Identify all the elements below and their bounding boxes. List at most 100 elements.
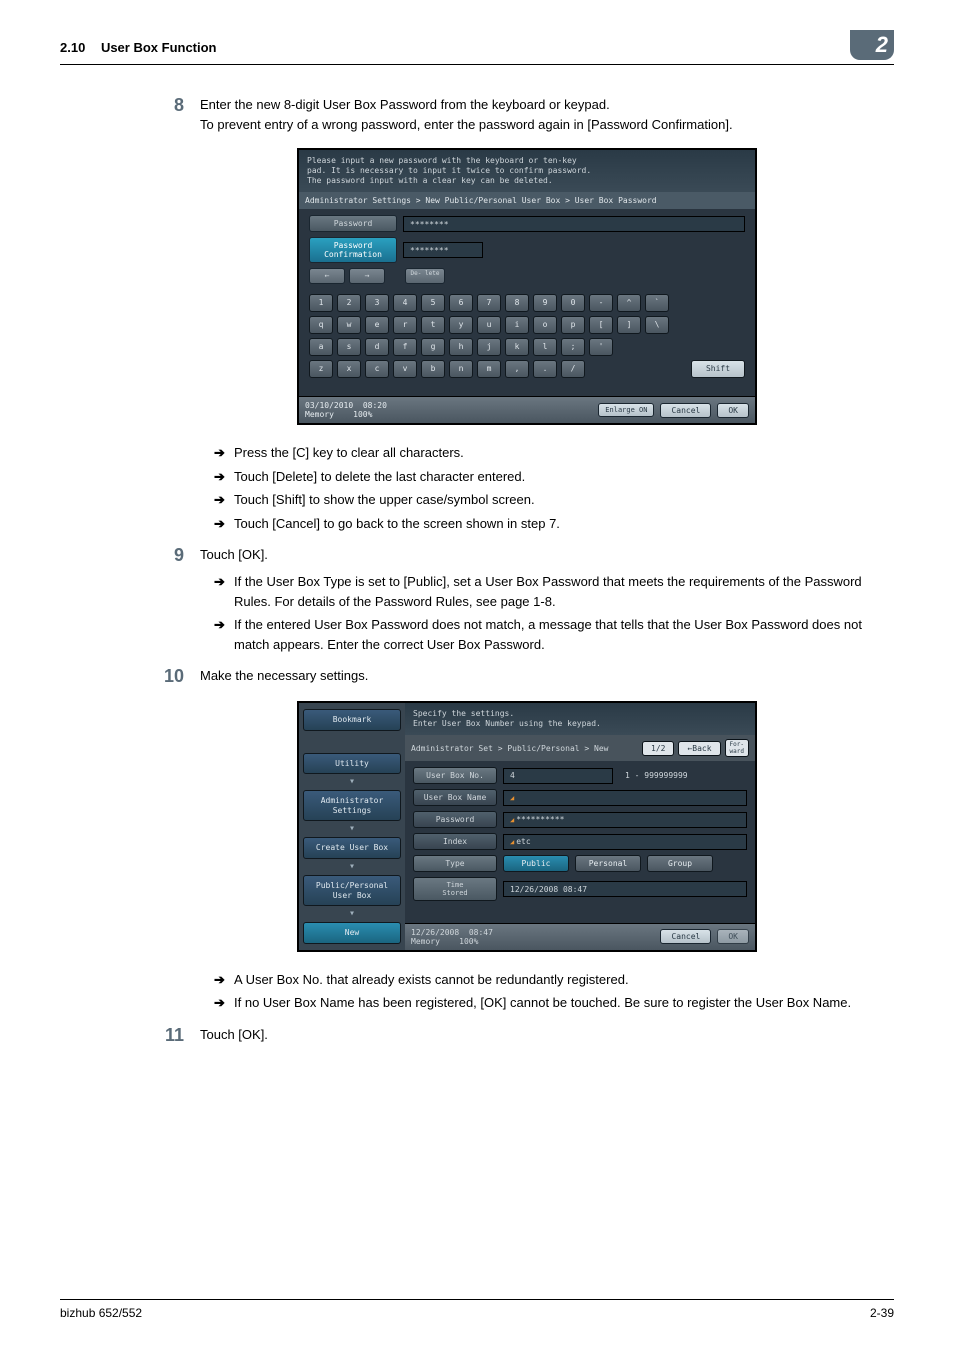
keyboard-key[interactable]: - (589, 294, 613, 312)
sidebar-utility[interactable]: Utility (303, 753, 401, 775)
password-field[interactable]: ******** (403, 216, 745, 232)
keyboard-key[interactable]: o (533, 316, 557, 334)
step-8: 8 Enter the new 8-digit User Box Passwor… (160, 95, 894, 134)
type-group-button[interactable]: Group (647, 855, 713, 872)
type-personal-button[interactable]: Personal (575, 855, 641, 872)
sub-step-text: Touch [Cancel] to go back to the screen … (234, 514, 894, 534)
keyboard-key[interactable]: ` (645, 294, 669, 312)
sidebar-new[interactable]: New (303, 922, 401, 944)
keyboard-key[interactable]: x (337, 360, 361, 378)
keyboard-row: qwertyuiop[]\ (309, 316, 745, 334)
sub-step-text: If the User Box Type is set to [Public],… (234, 572, 894, 611)
screenshot-keyboard: Please input a new password with the key… (297, 148, 757, 425)
keyboard-key[interactable]: i (505, 316, 529, 334)
keyboard-key[interactable]: ; (561, 338, 585, 356)
forward-button[interactable]: For- ward (725, 739, 749, 757)
sidebar-bookmark[interactable]: Bookmark (303, 709, 401, 731)
keyboard-key[interactable]: 5 (421, 294, 445, 312)
keyboard-key[interactable]: c (365, 360, 389, 378)
keyboard-key[interactable]: u (477, 316, 501, 334)
cursor-right-button[interactable]: → (349, 268, 385, 284)
keyboard-key[interactable]: q (309, 316, 333, 334)
password-field[interactable]: ◢********** (503, 812, 747, 828)
password-confirm-label[interactable]: Password Confirmation (309, 237, 397, 263)
index-field[interactable]: ◢etc (503, 834, 747, 850)
user-box-name-label[interactable]: User Box Name (413, 789, 497, 806)
keyboard-key[interactable]: h (449, 338, 473, 356)
keyboard-key[interactable]: ] (617, 316, 641, 334)
password-confirm-field[interactable]: ******** (403, 242, 483, 258)
keyboard-key[interactable]: . (533, 360, 557, 378)
cancel-button[interactable]: Cancel (660, 403, 711, 418)
keyboard-key[interactable]: f (393, 338, 417, 356)
keyboard-key[interactable]: z (309, 360, 333, 378)
arrow-icon: ➔ (214, 572, 234, 611)
sub-step-text: Touch [Delete] to delete the last charac… (234, 467, 894, 487)
page-indicator: 1/2 (642, 741, 674, 756)
keyboard-key[interactable]: 9 (533, 294, 557, 312)
keyboard-key[interactable]: e (365, 316, 389, 334)
step-text: To prevent entry of a wrong password, en… (200, 115, 894, 135)
keyboard-key[interactable]: \ (645, 316, 669, 334)
keyboard-key[interactable]: y (449, 316, 473, 334)
keyboard-key[interactable]: w (337, 316, 361, 334)
keyboard-key[interactable]: 0 (561, 294, 585, 312)
keyboard-key[interactable]: 6 (449, 294, 473, 312)
keyboard-key[interactable]: 3 (365, 294, 389, 312)
sidebar-admin-settings[interactable]: Administrator Settings (303, 790, 401, 821)
chapter-badge: 2 (850, 30, 894, 60)
footer-date: 03/10/2010 08:20 Memory 100% (305, 401, 387, 419)
cursor-left-button[interactable]: ← (309, 268, 345, 284)
step-text: Enter the new 8-digit User Box Password … (200, 95, 894, 115)
keyboard-key[interactable]: a (309, 338, 333, 356)
ok-button[interactable]: OK (717, 403, 749, 418)
keyboard-key[interactable]: g (421, 338, 445, 356)
keyboard-key[interactable]: v (393, 360, 417, 378)
time-stored-field: 12/26/2008 08:47 (503, 881, 747, 897)
keyboard-key[interactable]: , (505, 360, 529, 378)
keyboard-key[interactable]: 2 (337, 294, 361, 312)
keyboard-key[interactable]: r (393, 316, 417, 334)
keyboard-key[interactable]: / (561, 360, 585, 378)
enlarge-button[interactable]: Enlarge ON (598, 403, 654, 417)
keyboard-key[interactable]: 7 (477, 294, 501, 312)
keyboard-key[interactable]: t (421, 316, 445, 334)
keyboard-key[interactable]: b (421, 360, 445, 378)
keyboard-key[interactable]: ' (589, 338, 613, 356)
keyboard-key[interactable]: ^ (617, 294, 641, 312)
screenshot-settings: Bookmark Utility ▾ Administrator Setting… (297, 701, 757, 952)
index-label[interactable]: Index (413, 833, 497, 850)
shift-button[interactable]: Shift (691, 360, 745, 378)
user-box-no-field[interactable]: 4 (503, 768, 613, 784)
keyboard-key[interactable]: l (533, 338, 557, 356)
section-title: User Box Function (101, 40, 217, 55)
cancel-button[interactable]: Cancel (660, 929, 711, 944)
arrow-icon: ➔ (214, 970, 234, 990)
sidebar-public-personal[interactable]: Public/Personal User Box (303, 875, 401, 906)
user-box-name-field[interactable]: ◢ (503, 790, 747, 806)
keyboard-key[interactable]: d (365, 338, 389, 356)
footer-product: bizhub 652/552 (60, 1306, 142, 1320)
page-footer: bizhub 652/552 2-39 (60, 1299, 894, 1320)
keyboard-key[interactable]: 8 (505, 294, 529, 312)
sub-step-text: A User Box No. that already exists canno… (234, 970, 894, 990)
back-button[interactable]: ←Back (678, 741, 720, 756)
keyboard-key[interactable]: [ (589, 316, 613, 334)
keyboard-key[interactable]: k (505, 338, 529, 356)
keyboard-key[interactable]: m (477, 360, 501, 378)
type-public-button[interactable]: Public (503, 855, 569, 872)
keyboard-key[interactable]: j (477, 338, 501, 356)
keyboard-key[interactable]: 4 (393, 294, 417, 312)
keyboard-key[interactable]: s (337, 338, 361, 356)
password-label[interactable]: Password (309, 215, 397, 232)
step-9: 9 Touch [OK]. (160, 545, 894, 566)
sidebar-create-user-box[interactable]: Create User Box (303, 837, 401, 859)
sidebar: Bookmark Utility ▾ Administrator Setting… (299, 703, 405, 950)
password-label[interactable]: Password (413, 811, 497, 828)
ok-button[interactable]: OK (717, 929, 749, 944)
delete-button[interactable]: De- lete (405, 268, 445, 284)
keyboard-key[interactable]: 1 (309, 294, 333, 312)
keyboard-key[interactable]: n (449, 360, 473, 378)
arrow-icon: ➔ (214, 490, 234, 510)
keyboard-key[interactable]: p (561, 316, 585, 334)
